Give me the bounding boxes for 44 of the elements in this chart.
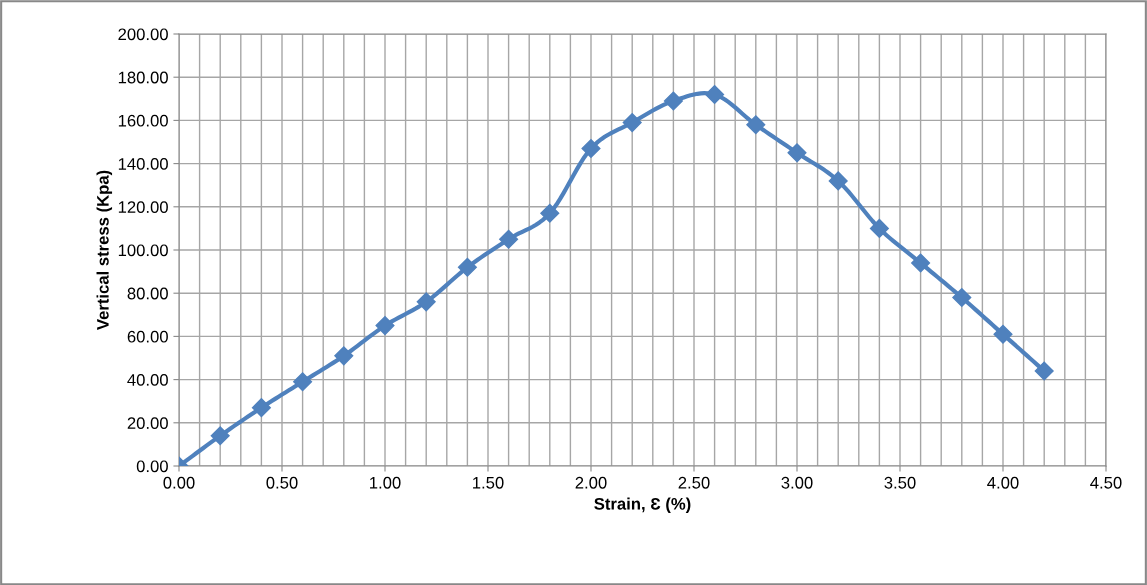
x-tick-label: 1.50: [473, 476, 504, 489]
point: [952, 287, 972, 308]
point: [251, 398, 271, 418]
y-tick-label: 160.00: [118, 114, 168, 127]
x-tick-label: 3.50: [884, 476, 916, 489]
y-tick-label: 0.00: [136, 460, 168, 473]
y-axis-title: Vertical stress (Kpa): [96, 170, 113, 331]
point: [210, 426, 230, 446]
y-tick-label: 180.00: [118, 71, 168, 84]
point: [622, 113, 642, 133]
point: [746, 115, 766, 135]
point: [293, 372, 313, 392]
x-tick-label: 0.00: [163, 476, 195, 489]
point: [663, 91, 683, 111]
point: [334, 346, 354, 366]
x-tick-label: 0.50: [266, 476, 298, 489]
point: [1034, 361, 1054, 381]
point: [416, 292, 436, 312]
point: [540, 203, 560, 223]
x-axis-title: Strain, Ɛ (%): [594, 497, 691, 514]
y-tick-label: 140.00: [118, 158, 168, 170]
point: [705, 84, 725, 105]
x-tick-label: 1.00: [370, 476, 401, 489]
x-tick-label: 3.00: [781, 476, 813, 489]
point: [869, 218, 889, 238]
point: [911, 253, 931, 273]
x-tick-label: 4.00: [987, 476, 1019, 489]
point: [993, 324, 1013, 344]
y-tick-label: 100.00: [118, 244, 168, 257]
x-tick-label: 4.50: [1090, 476, 1122, 489]
x-tick-label: 2.50: [678, 476, 710, 489]
point: [787, 143, 807, 163]
y-tick-label: 60.00: [127, 330, 168, 343]
y-tick-label: 200.00: [118, 28, 168, 41]
y-tick-label: 120.00: [118, 201, 168, 213]
point: [828, 171, 848, 191]
y-tick-label: 20.00: [127, 417, 168, 429]
point: [499, 229, 519, 249]
y-tick-label: 80.00: [127, 287, 168, 300]
x-tick-label: 2.00: [575, 476, 607, 489]
y-tick-label: 40.00: [127, 374, 168, 386]
point: [375, 316, 395, 336]
point: [581, 138, 601, 159]
point: [457, 257, 477, 277]
